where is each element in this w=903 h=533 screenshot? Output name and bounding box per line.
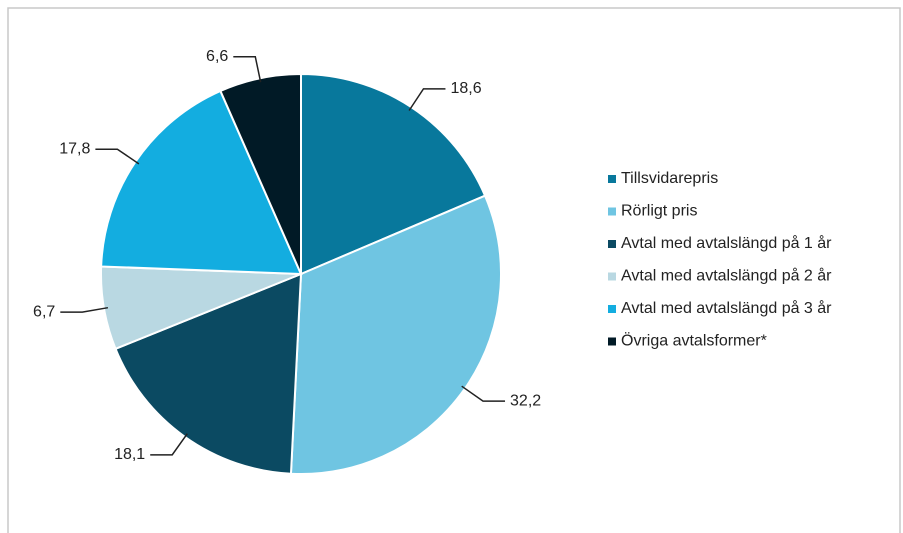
data-label: 6,7: [33, 303, 55, 320]
data-label: 18,6: [450, 80, 481, 97]
leader-line: [233, 56, 262, 83]
leader-line: [150, 433, 188, 456]
legend-swatch: [608, 337, 616, 346]
legend-label: Avtal med avtalslängd på 3 år: [621, 299, 832, 317]
legend-label: Avtal med avtalslängd på 2 år: [621, 267, 832, 285]
legend-label: Rörligt pris: [621, 203, 697, 220]
legend-swatch: [608, 175, 616, 183]
legend-swatch: [608, 207, 616, 216]
leader-line: [60, 306, 109, 313]
data-label: 17,8: [59, 140, 90, 157]
legend-swatch: [608, 305, 616, 313]
leader-line: [461, 385, 506, 402]
data-label: 32,2: [510, 392, 541, 409]
legend-label: Övriga avtalsformer*: [621, 332, 767, 350]
leader-line: [95, 148, 140, 165]
legend-label: Tillsvidarepris: [621, 170, 718, 187]
legend-label: Avtal med avtalslängd på 1 år: [621, 234, 832, 252]
legend-swatch: [608, 272, 616, 281]
data-label: 6,6: [206, 48, 228, 65]
data-label: 18,1: [114, 446, 145, 463]
leader-line: [408, 88, 446, 111]
frame: [7, 7, 901, 533]
legend-swatch: [608, 240, 616, 248]
